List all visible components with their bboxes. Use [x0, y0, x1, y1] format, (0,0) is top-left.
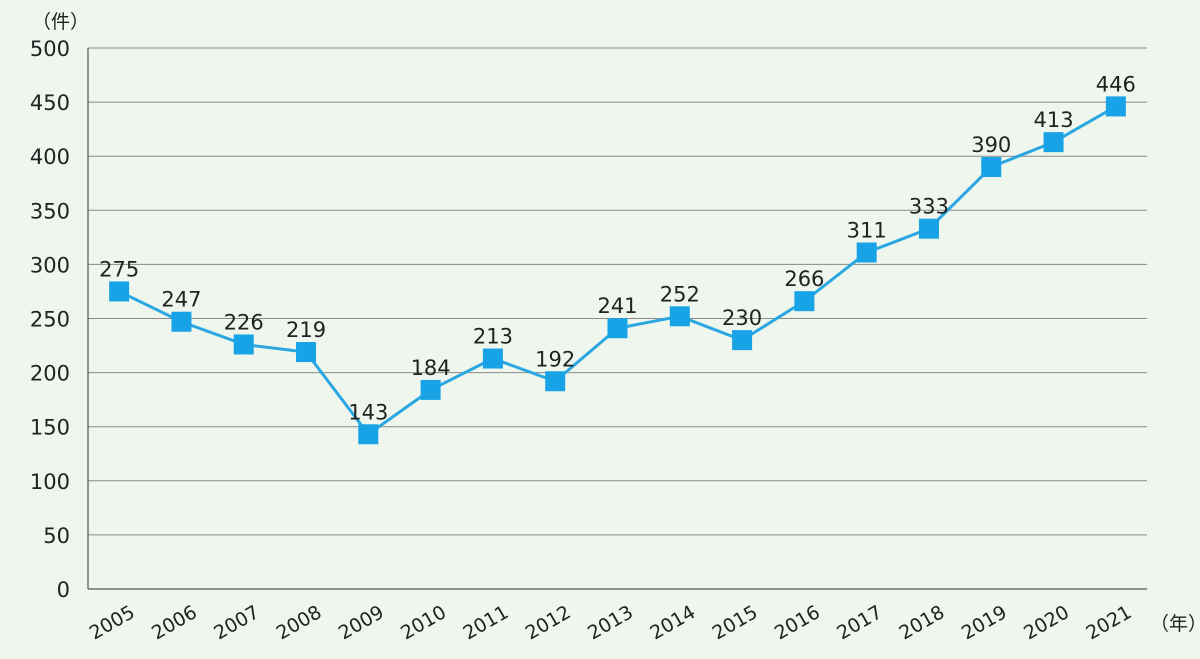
data-point-marker [981, 157, 1002, 178]
y-tick-label: 300 [30, 253, 70, 277]
data-point-marker [482, 348, 503, 369]
x-tick-label: 2021 [1082, 601, 1135, 644]
x-tick-label: 2007 [210, 601, 263, 644]
data-point-marker [358, 424, 379, 445]
x-tick-label: 2010 [397, 601, 450, 644]
y-tick-label: 500 [30, 37, 70, 61]
x-axis-unit-label: （年） [1150, 613, 1200, 635]
y-tick-label: 350 [30, 199, 70, 223]
data-label: 413 [1034, 108, 1074, 132]
x-tick-label: 2008 [273, 601, 326, 644]
data-label: 230 [722, 306, 762, 330]
data-label: 390 [971, 133, 1011, 157]
data-label: 241 [597, 294, 637, 318]
series-polyline [118, 105, 1117, 437]
x-tick-label: 2019 [958, 601, 1011, 644]
data-label: 219 [286, 318, 326, 342]
y-tick-label: 100 [30, 470, 70, 494]
data-label: 184 [411, 356, 451, 380]
y-axis-unit-label: （件） [32, 11, 89, 33]
axes [87, 48, 1147, 590]
data-label: 247 [161, 288, 201, 312]
data-label: 275 [99, 257, 139, 281]
data-label: 192 [535, 347, 575, 371]
data-point-marker [669, 306, 690, 327]
data-label: 143 [348, 400, 388, 424]
x-tick-label: 2009 [335, 601, 388, 644]
data-label: 446 [1096, 72, 1136, 96]
data-point-marker [794, 291, 815, 312]
x-tick-label: 2013 [584, 601, 637, 644]
data-label: 333 [909, 195, 949, 219]
x-tick-label: 2005 [86, 601, 139, 644]
series-line [118, 105, 1117, 437]
x-tick-label: 2016 [771, 601, 824, 644]
data-point-marker [296, 342, 317, 363]
x-tick-label: 2015 [709, 601, 762, 644]
series-markers [109, 96, 1126, 445]
x-tick-label: 2011 [459, 601, 512, 644]
data-point-marker [545, 371, 566, 392]
y-tick-label: 250 [30, 308, 70, 332]
data-point-marker [420, 379, 441, 400]
y-tick-label: 50 [43, 524, 70, 548]
grid-lines [88, 47, 1147, 536]
data-label: 311 [847, 218, 887, 242]
x-tick-label: 2012 [522, 601, 575, 644]
data-point-marker [1043, 132, 1064, 153]
data-point-marker [1105, 96, 1126, 117]
x-tick-label: 2018 [896, 601, 949, 644]
y-tick-label: 450 [30, 91, 70, 115]
data-point-marker [233, 334, 254, 355]
data-labels: 275 247 226 219 143 184 213 192 241 252 230 266 311 3… [99, 72, 1136, 424]
x-tick-label: 2014 [646, 601, 699, 644]
data-point-marker [856, 242, 877, 263]
x-tick-labels: 2005 2006 2007 2008 2009 2010 2011 2012 2013 2014… [86, 601, 1136, 644]
x-tick-label: 2006 [148, 601, 201, 644]
y-tick-label: 200 [30, 362, 70, 386]
data-label: 266 [784, 267, 824, 291]
y-tick-label: 150 [30, 416, 70, 440]
data-label: 213 [473, 325, 513, 349]
y-tick-label: 400 [30, 145, 70, 169]
x-tick-label: 2017 [833, 601, 886, 644]
data-point-marker [918, 218, 939, 239]
y-tick-labels: 0 50 100 150 200 250 300 350 400 450 500 [30, 37, 70, 602]
data-point-marker [109, 281, 130, 302]
data-point-marker [607, 318, 628, 339]
data-label: 252 [660, 282, 700, 306]
y-tick-label: 0 [57, 578, 70, 602]
data-label: 226 [224, 310, 264, 334]
data-point-marker [171, 311, 192, 332]
data-point-marker [732, 330, 753, 351]
x-tick-label: 2020 [1020, 601, 1073, 644]
